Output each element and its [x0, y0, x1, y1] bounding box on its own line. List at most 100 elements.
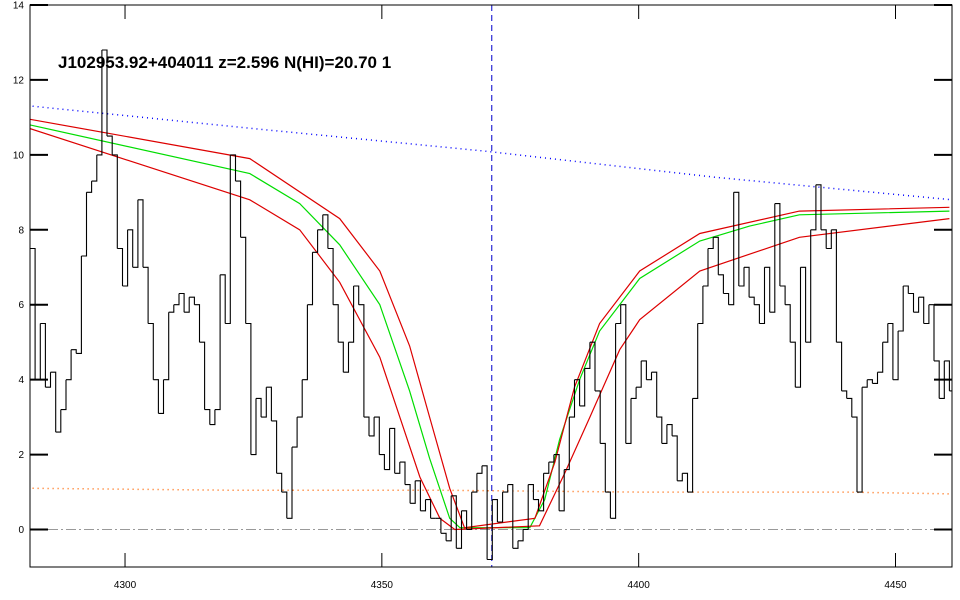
flux-step: [857, 387, 863, 493]
model-curve: [30, 124, 950, 529]
flux-step: [45, 372, 52, 388]
flux-step: [40, 322, 46, 388]
flux-step: [574, 379, 581, 406]
flux-step: [831, 229, 837, 343]
flux-step: [846, 397, 853, 418]
flux-step: [677, 473, 683, 482]
flux-step: [71, 349, 77, 354]
flux-step: [184, 297, 190, 313]
flux-step: [708, 237, 714, 250]
flux-step: [235, 180, 242, 238]
flux-step: [420, 499, 427, 512]
flux-step: [148, 322, 154, 380]
flux-step: [610, 323, 617, 519]
flux-step: [934, 360, 940, 399]
model-curve: [32, 105, 952, 201]
plot-area: [30, 5, 952, 567]
flux-step: [867, 379, 873, 384]
flux-step: [405, 484, 411, 504]
flux-step: [153, 379, 159, 414]
flux-step: [851, 416, 858, 493]
flux-step: [107, 135, 113, 155]
flux-step: [327, 247, 334, 305]
flux-step: [384, 428, 391, 471]
flux-step: [266, 386, 272, 421]
flux-step: [35, 323, 41, 381]
flux-step: [528, 484, 534, 500]
x-tick-label: 4300: [114, 580, 137, 591]
flux-step: [394, 462, 401, 474]
flux-step: [800, 266, 807, 343]
flux-step: [877, 342, 884, 373]
flux-step: [518, 529, 524, 542]
flux-step: [50, 371, 57, 433]
flux-step: [307, 252, 314, 306]
y-tick-label: 6: [18, 300, 24, 311]
flux-step: [497, 492, 504, 523]
flux-step: [425, 499, 432, 519]
flux-step: [641, 360, 647, 380]
flux-step: [333, 304, 339, 343]
flux-step: [759, 267, 766, 325]
flux-step: [559, 469, 565, 512]
flux-step: [569, 379, 576, 418]
plot-frame: [29, 4, 953, 568]
flux-step: [779, 285, 786, 305]
flux-step: [764, 266, 771, 313]
flux-step: [656, 416, 663, 444]
flux-step: [487, 499, 493, 561]
flux-step: [887, 322, 894, 380]
flux-step: [651, 371, 658, 418]
flux-step: [204, 409, 211, 425]
flux-step: [96, 50, 103, 156]
flux-step: [733, 191, 740, 286]
flux-step: [410, 480, 416, 504]
flux-step: [790, 341, 796, 388]
flux-step: [862, 379, 868, 388]
flux-step: [631, 387, 637, 399]
flux-step: [826, 229, 832, 250]
flux-step: [261, 387, 267, 418]
flux-step: [913, 297, 920, 313]
flux-step: [214, 274, 221, 411]
flux-step: [143, 266, 149, 324]
flux-step: [728, 192, 735, 306]
flux-step: [523, 484, 529, 531]
flux-step: [872, 372, 879, 384]
flux-step: [194, 304, 201, 343]
flux-step: [302, 304, 308, 381]
model-curve: [30, 128, 950, 531]
flux-step: [928, 304, 935, 361]
flux-step: [271, 420, 278, 474]
flux-step: [795, 267, 802, 388]
flux-step: [86, 181, 93, 193]
flux-step: [276, 472, 283, 493]
flux-step: [471, 473, 478, 493]
flux-step: [112, 154, 118, 249]
flux-step: [440, 532, 447, 541]
flux-step: [466, 492, 473, 531]
flux-step: [446, 495, 452, 542]
y-tick-label: 10: [13, 150, 25, 161]
flux-step: [882, 323, 889, 343]
flux-step: [476, 465, 483, 474]
flux-step: [697, 286, 704, 325]
flux-step: [209, 409, 216, 426]
flux-step: [682, 472, 689, 493]
flux-step: [55, 409, 62, 433]
flux-step: [944, 360, 950, 391]
flux-step: [620, 304, 627, 444]
flux-step: [589, 341, 596, 391]
flux-step: [66, 349, 72, 381]
flux-step: [718, 274, 724, 294]
flux-step: [117, 247, 124, 286]
flux-step: [225, 154, 231, 325]
flux-step: [646, 372, 653, 381]
flux-step: [903, 285, 909, 294]
flux-step: [785, 304, 791, 343]
flux-step: [60, 379, 67, 411]
flux-step: [636, 360, 642, 388]
flux-step: [579, 368, 586, 407]
y-tick-label: 12: [13, 75, 25, 86]
flux-step: [666, 424, 673, 436]
